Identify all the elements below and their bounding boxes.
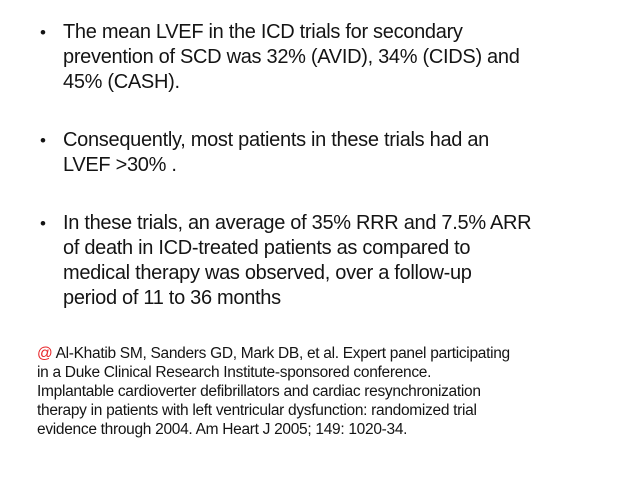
citation-line: evidence through 2004. Am Heart J 2005; …	[37, 421, 408, 438]
citation-line: in a Duke Clinical Research Institute-sp…	[37, 364, 432, 381]
bullet-line: The mean LVEF in the ICD trials for seco…	[63, 21, 463, 43]
citation-line: Implantable cardioverter defibrillators …	[37, 383, 481, 400]
citation-line: @ Al-Khatib SM, Sanders GD, Mark DB, et …	[37, 344, 622, 363]
bullet-text: The mean LVEF in the ICD trials for seco…	[63, 20, 520, 95]
bullet-item: • Consequently, most patients in these t…	[40, 128, 620, 178]
citation-line-text: Al-Khatib SM, Sanders GD, Mark DB, et al…	[55, 345, 511, 362]
bullet-dot: •	[40, 214, 46, 233]
bullet-text: In these trials, an average of 35% RRR a…	[63, 211, 532, 311]
bullet-item: • In these trials, an average of 35% RRR…	[40, 211, 620, 311]
bullet-line: prevention of SCD was 32% (AVID), 34% (C…	[63, 46, 520, 68]
bullet-item: • The mean LVEF in the ICD trials for se…	[40, 20, 620, 95]
citation-line: therapy in patients with left ventricula…	[37, 402, 477, 419]
bullet-line: medical therapy was observed, over a fol…	[63, 262, 472, 284]
citation: @ Al-Khatib SM, Sanders GD, Mark DB, et …	[37, 344, 622, 439]
bullet-text: Consequently, most patients in these tri…	[63, 128, 489, 178]
bullet-line: In these trials, an average of 35% RRR a…	[63, 212, 532, 234]
bullet-list: • The mean LVEF in the ICD trials for se…	[40, 20, 620, 344]
bullet-dot: •	[40, 23, 46, 42]
bullet-line: of death in ICD-treated patients as comp…	[63, 237, 471, 259]
bullet-line: 45% (CASH).	[63, 71, 180, 93]
bullet-line: period of 11 to 36 months	[63, 287, 281, 309]
bullet-line: Consequently, most patients in these tri…	[63, 129, 489, 151]
bullet-line: LVEF >30% .	[63, 154, 177, 176]
bullet-dot: •	[40, 131, 46, 150]
citation-at-symbol: @	[37, 345, 53, 362]
